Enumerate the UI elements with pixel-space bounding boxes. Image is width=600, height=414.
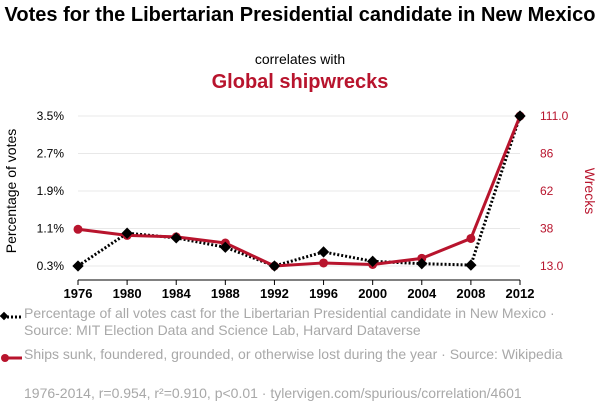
votes-point [465,259,477,271]
wrecks-line [77,115,522,268]
y-tick-left: 2.7% [37,147,65,161]
x-tick-label: 1988 [211,286,240,300]
votes-point [367,255,379,267]
votes-point [170,232,182,244]
x-tick-label: 1992 [260,286,289,300]
votes-point [268,260,281,272]
legend-wrecks-label: Ships sunk, foundered, grounded, or othe… [24,346,563,362]
votes-point [317,246,330,258]
diamond-marker-icon [0,311,9,321]
x-tick-label: 1984 [162,286,192,300]
correlates-with-text: correlates with [254,51,346,67]
y-tick-right: 62 [540,184,554,198]
x-tick-label: 1976 [64,286,93,300]
y-tick-right: 13.0 [540,259,564,273]
y-tick-left: 3.5% [37,109,65,123]
x-tick-label: 2004 [407,286,437,300]
wrecks-point [466,233,476,243]
axes [77,279,521,285]
x-tick-label: 2008 [456,286,485,300]
legend-wrecks-swatch [1,354,22,362]
votes-point [219,241,231,253]
y-tick-left: 1.1% [37,222,65,236]
y-tick-left: 0.3% [37,259,65,273]
legend-votes-swatch [0,311,22,321]
x-tick-label: 1996 [309,286,338,300]
y-tick-left: 1.9% [37,184,65,198]
chart-plot: 0.3% 13.0 1.1% 38 1.9% 62 2.7% 86 3.5% 111.0 1976 1… [3,109,598,300]
x-tick-label: 2012 [506,286,535,300]
chart-subtitle: Global shipwrecks [211,71,389,93]
legend-votes-label: Percentage of all votes cast for the Lib… [24,305,555,338]
y-tick-right: 111.0 [540,109,569,123]
x-tick-label: 2000 [358,286,387,300]
y-axis-right-title: Wrecks [582,168,598,214]
axis-labels: 0.3% 13.0 1.1% 38 1.9% 62 2.7% 86 3.5% 111.0 1976 1… [3,109,598,300]
votes-point [416,257,428,270]
y-tick-right: 86 [540,147,554,161]
footnote: 1976-2014, r=0.954, r²=0.910, p<0.01 · t… [24,385,522,401]
circle-marker-icon [1,354,9,362]
votes-line [77,115,522,268]
series-lines [77,115,522,268]
chart-title: Votes for the Libertarian Presidential c… [4,4,596,26]
wrecks-point [73,224,83,234]
x-tick-label: 1980 [113,286,142,300]
wrecks-point [319,258,329,268]
votes-point [514,110,526,122]
y-axis-left-title: Percentage of votes [3,129,19,254]
grid-lines [78,115,520,267]
y-tick-right: 38 [540,222,554,236]
